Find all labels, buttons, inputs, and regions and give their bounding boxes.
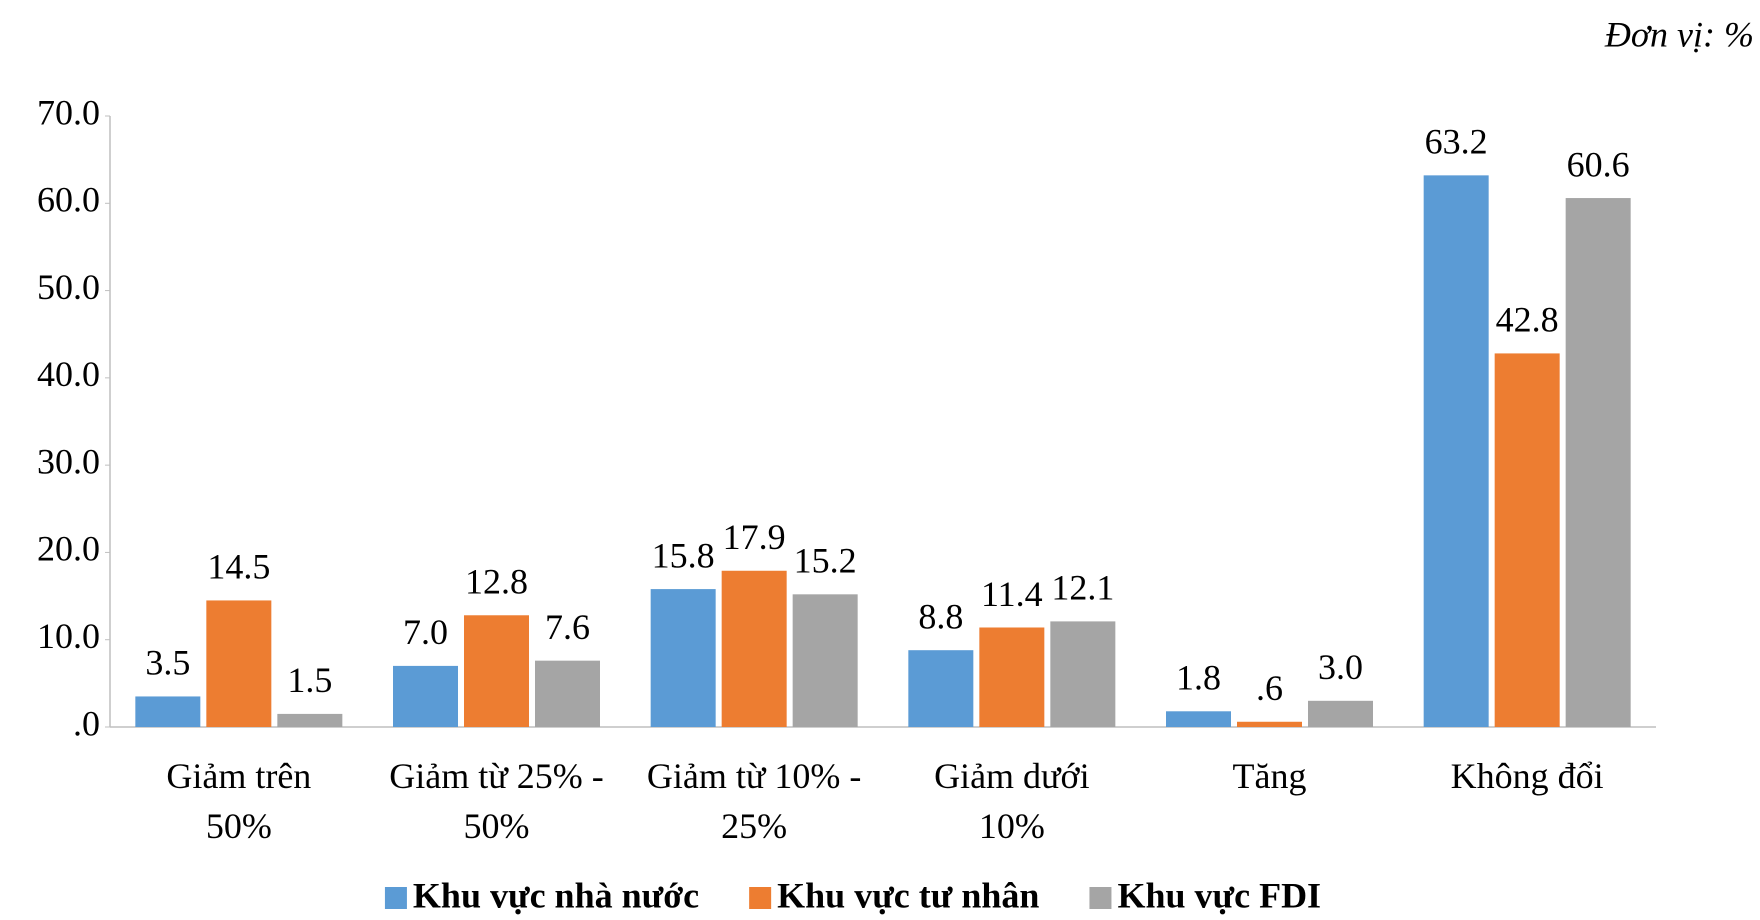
x-tick-label-line: Giảm từ 25% -: [389, 756, 603, 796]
x-tick-label-line: Giảm từ 10% -: [647, 756, 861, 796]
legend-label: Khu vực nhà nước: [413, 875, 699, 915]
data-label: 15.2: [794, 541, 857, 581]
x-tick-label-line: Giảm trên: [166, 756, 311, 796]
bar: [908, 650, 974, 727]
bar: [464, 615, 529, 727]
bar: [979, 627, 1045, 727]
data-label: 7.6: [545, 607, 590, 647]
x-tick-label-line: 50%: [206, 806, 272, 846]
y-tick-label: 40.0: [37, 354, 100, 394]
data-label: 12.1: [1051, 568, 1114, 608]
x-tick-label: Không đổi: [1451, 756, 1604, 796]
data-label: 8.8: [918, 596, 963, 636]
bar: [1166, 711, 1231, 727]
x-tick-label-line: Tăng: [1233, 756, 1307, 796]
bar: [1565, 198, 1631, 727]
data-label: .6: [1256, 668, 1283, 708]
y-tick-label: 70.0: [37, 92, 100, 132]
x-tick-label: Giảm trên 50%: [166, 756, 311, 846]
x-tick-label: Tăng: [1233, 756, 1307, 796]
data-label: 3.0: [1318, 647, 1363, 687]
y-tick-label: 30.0: [37, 441, 100, 481]
y-tick-label: .0: [73, 703, 100, 743]
bar: [1423, 175, 1489, 728]
bar: [535, 660, 600, 727]
y-tick-label: 10.0: [37, 616, 100, 656]
bar: [1308, 700, 1373, 727]
bar: [277, 713, 343, 727]
data-label: 42.8: [1496, 300, 1559, 340]
x-tick-label-line: 25%: [721, 806, 787, 846]
legend-label: Khu vực tư nhân: [777, 875, 1039, 915]
legend-swatch: [384, 887, 407, 909]
bar: [1494, 353, 1560, 727]
bar: [650, 589, 716, 727]
data-label: 14.5: [207, 547, 270, 587]
data-label: 1.5: [287, 660, 332, 700]
bar: [1237, 721, 1302, 727]
data-label: 7.0: [403, 612, 448, 652]
legend-swatch: [749, 887, 772, 909]
y-tick-label: 60.0: [37, 180, 100, 220]
data-label: 12.8: [465, 562, 528, 602]
bar: [135, 696, 201, 727]
unit-note: Đơn vị: %: [1604, 14, 1754, 54]
bar: [721, 570, 787, 727]
bar: [1050, 621, 1116, 727]
legend-label: Khu vực FDI: [1117, 875, 1321, 915]
data-label: 3.5: [145, 643, 190, 683]
legend-swatch: [1089, 887, 1112, 909]
bar: [792, 594, 858, 727]
bar: [206, 600, 272, 727]
data-label: 63.2: [1425, 122, 1488, 162]
data-label: 11.4: [981, 574, 1043, 614]
legend: Khu vực nhà nước Khu vực tư nhân Khu vực F…: [384, 875, 1321, 915]
x-tick-label-line: Giảm dưới: [934, 756, 1090, 796]
y-tick-label: 20.0: [37, 529, 100, 569]
data-label: 17.9: [723, 517, 786, 557]
data-label: 1.8: [1176, 658, 1221, 698]
data-label: 15.8: [652, 535, 715, 575]
x-tick-label: Giảm từ 25% - 50%: [389, 756, 603, 846]
data-label: 60.6: [1567, 144, 1630, 184]
y-tick-label: 50.0: [37, 267, 100, 307]
x-tick-label-line: Không đổi: [1451, 756, 1604, 796]
bar: [393, 665, 458, 727]
x-tick-label: Giảm dưới 10%: [934, 756, 1090, 846]
x-tick-label-line: 50%: [464, 806, 530, 846]
x-tick-label-line: 10%: [979, 806, 1045, 846]
x-tick-label: Giảm từ 10% - 25%: [647, 756, 861, 846]
